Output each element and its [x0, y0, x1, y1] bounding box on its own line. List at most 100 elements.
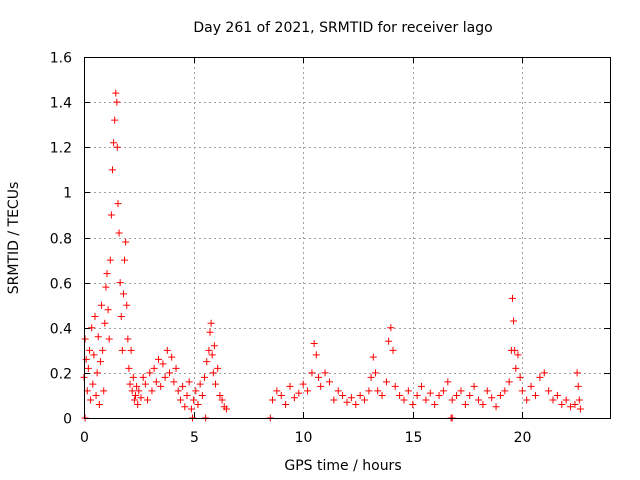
- data-point: [511, 346, 519, 354]
- data-point: [571, 400, 579, 408]
- data-point: [404, 387, 412, 395]
- data-point: [134, 400, 142, 408]
- data-point: [453, 391, 461, 399]
- data-point: [92, 391, 100, 399]
- data-point: [531, 391, 539, 399]
- data-point: [310, 340, 318, 348]
- data-point: [540, 369, 548, 377]
- data-point: [518, 387, 526, 395]
- y-tick-label: 1: [63, 186, 72, 202]
- data-point: [492, 403, 500, 411]
- data-point: [119, 290, 127, 298]
- data-point: [168, 353, 176, 361]
- data-point: [157, 382, 165, 390]
- data-point: [356, 391, 364, 399]
- data-point: [94, 333, 102, 341]
- data-point: [268, 396, 276, 404]
- data-point: [549, 396, 557, 404]
- data-point: [505, 378, 513, 386]
- data-point: [113, 98, 121, 106]
- data-point: [512, 364, 520, 372]
- data-point: [576, 405, 584, 413]
- data-point: [367, 373, 375, 381]
- data-point: [90, 351, 98, 359]
- data-point: [112, 89, 120, 97]
- data-point: [81, 335, 89, 343]
- data-point: [374, 387, 382, 395]
- data-point: [91, 312, 99, 320]
- data-point: [84, 364, 92, 372]
- data-point: [277, 391, 285, 399]
- data-point: [371, 369, 379, 377]
- data-point: [87, 396, 95, 404]
- data-point: [466, 391, 474, 399]
- data-point: [209, 369, 217, 377]
- data-point: [170, 378, 178, 386]
- data-point: [103, 270, 111, 278]
- x-tick-label: 20: [514, 430, 532, 446]
- data-point: [194, 400, 202, 408]
- data-point: [400, 396, 408, 404]
- data-point: [176, 396, 184, 404]
- data-point: [99, 346, 107, 354]
- data-point: [127, 346, 135, 354]
- data-point: [106, 256, 114, 264]
- data-point: [159, 360, 167, 368]
- chart-title: Day 261 of 2021, SRMTID for receiver lag…: [193, 20, 492, 36]
- data-point: [448, 396, 456, 404]
- x-tick-label: 10: [295, 430, 313, 446]
- data-point: [273, 387, 281, 395]
- y-tick-label: 0.4: [50, 322, 72, 338]
- data-point: [282, 400, 290, 408]
- data-point: [339, 391, 347, 399]
- data-point: [488, 394, 496, 402]
- data-point: [501, 387, 509, 395]
- data-point: [129, 373, 137, 381]
- data-point: [88, 324, 96, 332]
- data-point: [101, 319, 109, 327]
- y-tick-label: 1.4: [50, 96, 72, 112]
- data-point: [435, 391, 443, 399]
- data-point: [172, 364, 180, 372]
- x-axis-label: GPS time / hours: [284, 458, 401, 474]
- data-point: [96, 358, 104, 366]
- data-point: [385, 337, 393, 345]
- data-point: [496, 391, 504, 399]
- data-point: [361, 396, 369, 404]
- data-point: [352, 400, 360, 408]
- data-point: [396, 391, 404, 399]
- data-point: [107, 211, 115, 219]
- data-point: [516, 373, 524, 381]
- data-point: [573, 369, 581, 377]
- data-point: [212, 380, 219, 388]
- data-point: [343, 398, 351, 406]
- data-point: [545, 387, 553, 395]
- data-point: [117, 312, 125, 320]
- data-point: [183, 391, 191, 399]
- data-point: [144, 396, 152, 404]
- data-point: [100, 387, 108, 395]
- data-point: [122, 238, 130, 246]
- data-point: [123, 301, 131, 309]
- data-point: [523, 396, 531, 404]
- data-point: [470, 382, 478, 390]
- data-point: [185, 378, 193, 386]
- data-point: [110, 139, 118, 147]
- data-point: [418, 382, 426, 390]
- x-tick-label: 0: [80, 430, 89, 446]
- data-point: [409, 400, 417, 408]
- data-point: [315, 373, 323, 381]
- data-point: [347, 394, 355, 402]
- data-point: [514, 351, 522, 359]
- data-point: [114, 200, 122, 208]
- plot-frame: [84, 57, 611, 419]
- data-point: [208, 351, 216, 359]
- data-point: [479, 400, 487, 408]
- data-point: [205, 346, 213, 354]
- y-tick-label: 1.2: [50, 141, 72, 157]
- data-point: [330, 396, 338, 404]
- data-point: [150, 364, 158, 372]
- data-point: [102, 283, 110, 291]
- data-point: [574, 382, 582, 390]
